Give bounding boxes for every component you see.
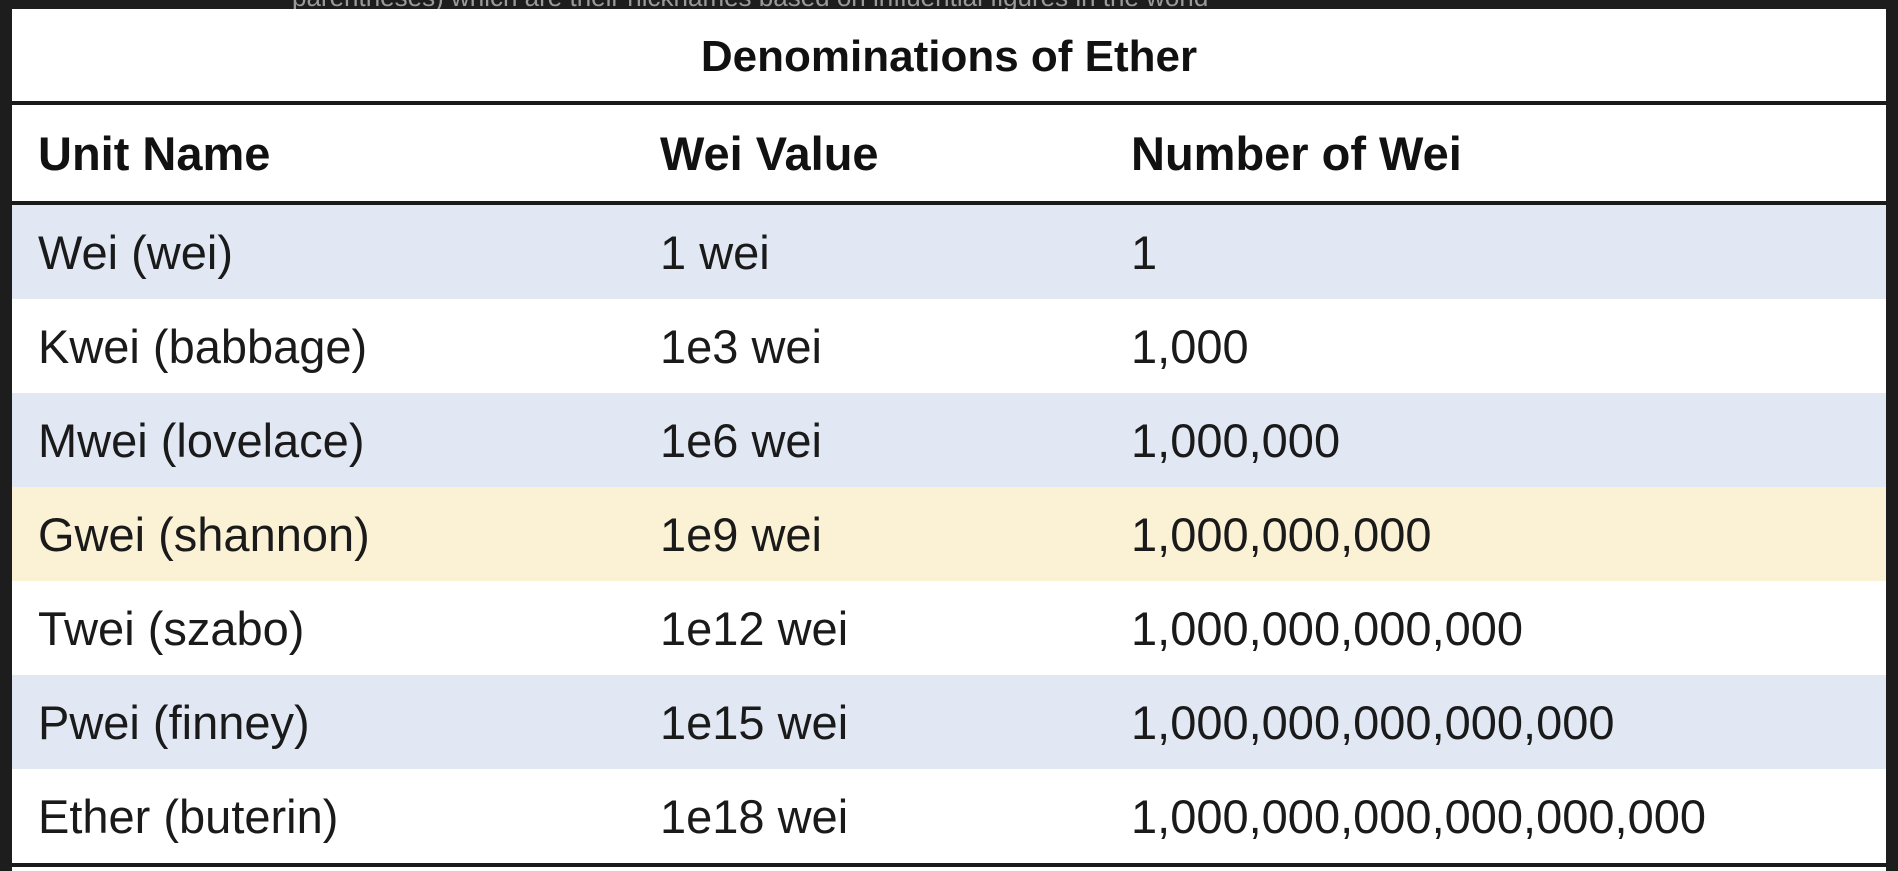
table-row: Pwei (finney) 1e15 wei 1,000,000,000,000…: [12, 675, 1886, 769]
table-row: Wei (wei) 1 wei 1: [12, 205, 1886, 299]
table-body: Wei (wei) 1 wei 1 Kwei (babbage) 1e3 wei…: [12, 205, 1886, 863]
number-of-wei-cell: 1,000,000,000: [1131, 507, 1432, 561]
number-of-wei-cell: 1: [1131, 225, 1158, 279]
number-of-wei-cell: 1,000,000,000,000: [1131, 601, 1524, 655]
table-row-highlighted: Gwei (shannon) 1e9 wei 1,000,000,000: [12, 487, 1886, 581]
denominations-table: Denominations of Ether Unit Name Wei Val…: [12, 9, 1886, 871]
number-of-wei-cell: 1,000: [1131, 319, 1249, 373]
column-header-unit-name: Unit Name: [38, 126, 271, 180]
unit-name-cell: Ether (buterin): [38, 789, 339, 843]
number-of-wei-cell: 1,000,000,000,000,000,000: [1131, 789, 1706, 843]
unit-name-cell: Mwei (lovelace): [38, 413, 365, 467]
number-of-wei-cell: 1,000,000,000,000,000: [1131, 695, 1615, 749]
unit-name-cell: Twei (szabo): [38, 601, 305, 655]
wei-value-cell: 1e6 wei: [660, 413, 822, 467]
table-row: Twei (szabo) 1e12 wei 1,000,000,000,000: [12, 581, 1886, 675]
unit-name-cell: Wei (wei): [38, 225, 233, 279]
unit-name-cell: Pwei (finney): [38, 695, 310, 749]
column-header-number-of-wei: Number of Wei: [1131, 126, 1462, 180]
wei-value-cell: 1e18 wei: [660, 789, 849, 843]
table-row: Kwei (babbage) 1e3 wei 1,000: [12, 299, 1886, 393]
wei-value-cell: 1e15 wei: [660, 695, 849, 749]
table-row: Ether (buterin) 1e18 wei 1,000,000,000,0…: [12, 769, 1886, 863]
unit-name-cell: Gwei (shannon): [38, 507, 370, 561]
unit-name-cell: Kwei (babbage): [38, 319, 368, 373]
table-header-rule: [12, 201, 1886, 205]
table-top-rule: [12, 101, 1886, 105]
table-row: Mwei (lovelace) 1e6 wei 1,000,000: [12, 393, 1886, 487]
column-header-wei-value: Wei Value: [660, 126, 879, 180]
table-title: Denominations of Ether: [700, 31, 1198, 81]
wei-value-cell: 1 wei: [660, 225, 770, 279]
wei-value-cell: 1e12 wei: [660, 601, 849, 655]
table-header-row: Unit Name Wei Value Number of Wei: [12, 105, 1886, 201]
wei-value-cell: 1e3 wei: [660, 319, 822, 373]
wei-value-cell: 1e9 wei: [660, 507, 822, 561]
number-of-wei-cell: 1,000,000: [1131, 413, 1341, 467]
table-bottom-rule: [12, 863, 1886, 867]
